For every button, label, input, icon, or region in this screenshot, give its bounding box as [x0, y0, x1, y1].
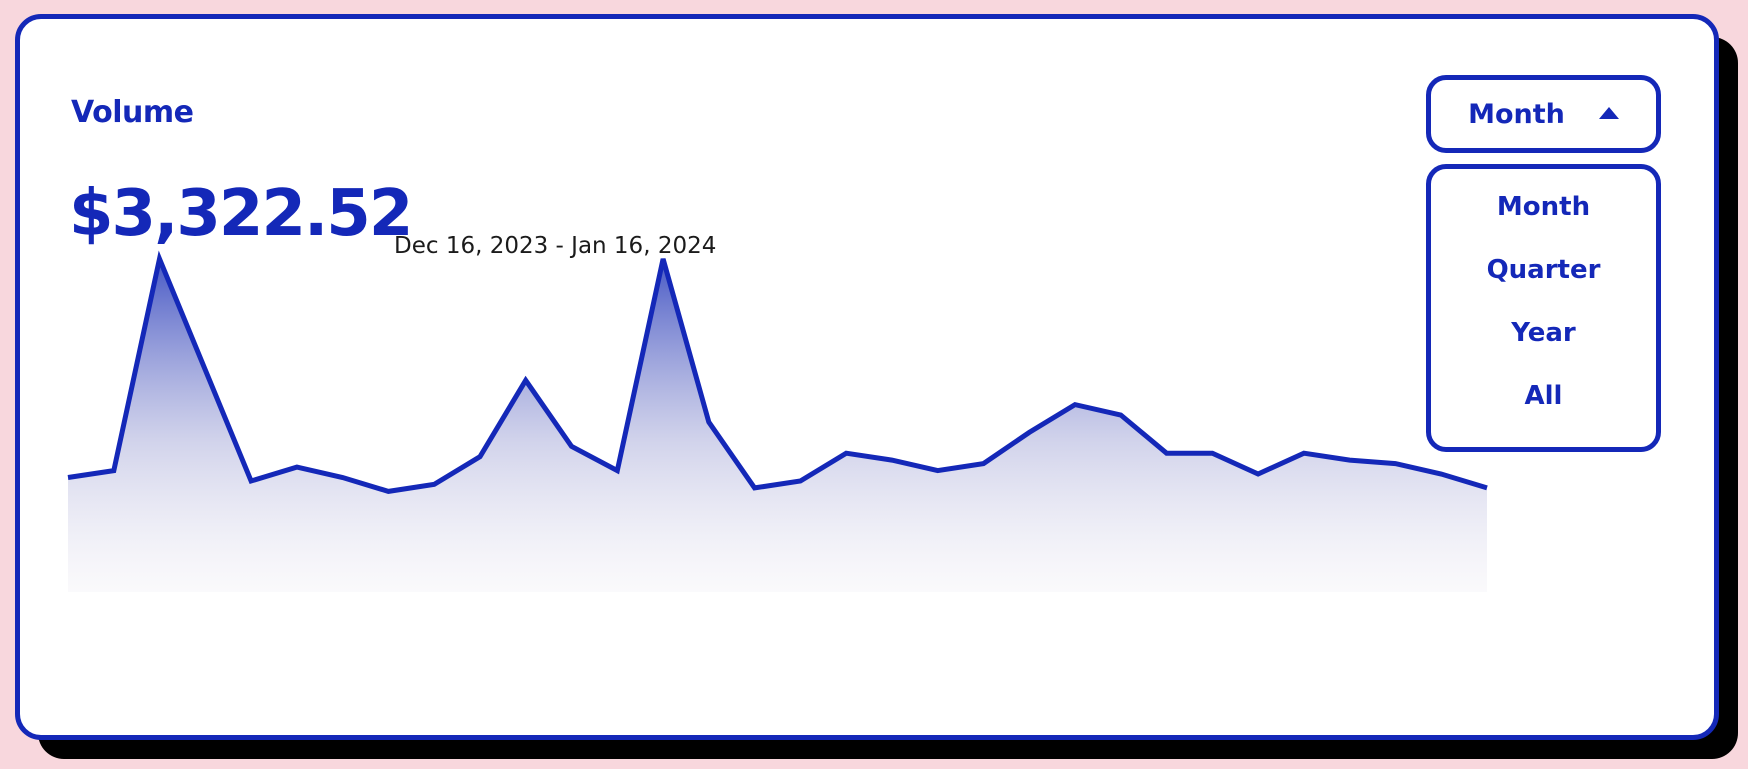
period-option-year[interactable]: Year [1511, 318, 1576, 348]
volume-card: Volume $3,322.52 Dec 16, 2023 - Jan 16, … [15, 14, 1719, 740]
volume-amount: $3,322.52 [69, 177, 413, 251]
chart-series-line [67, 250, 1488, 494]
period-dropdown-selected: Month [1468, 98, 1565, 130]
chart-area-fill [68, 258, 1487, 592]
card-title: Volume [71, 95, 194, 130]
period-option-month[interactable]: Month [1496, 192, 1591, 222]
caret-up-icon [1598, 107, 1619, 119]
period-dropdown-button[interactable]: Month [1426, 75, 1661, 153]
period-option-all[interactable]: All [1524, 381, 1563, 411]
date-range: Dec 16, 2023 - Jan 16, 2024 [394, 233, 717, 259]
period-dropdown-menu: Month Quarter Year All [1426, 164, 1661, 452]
period-option-quarter[interactable]: Quarter [1486, 255, 1601, 285]
